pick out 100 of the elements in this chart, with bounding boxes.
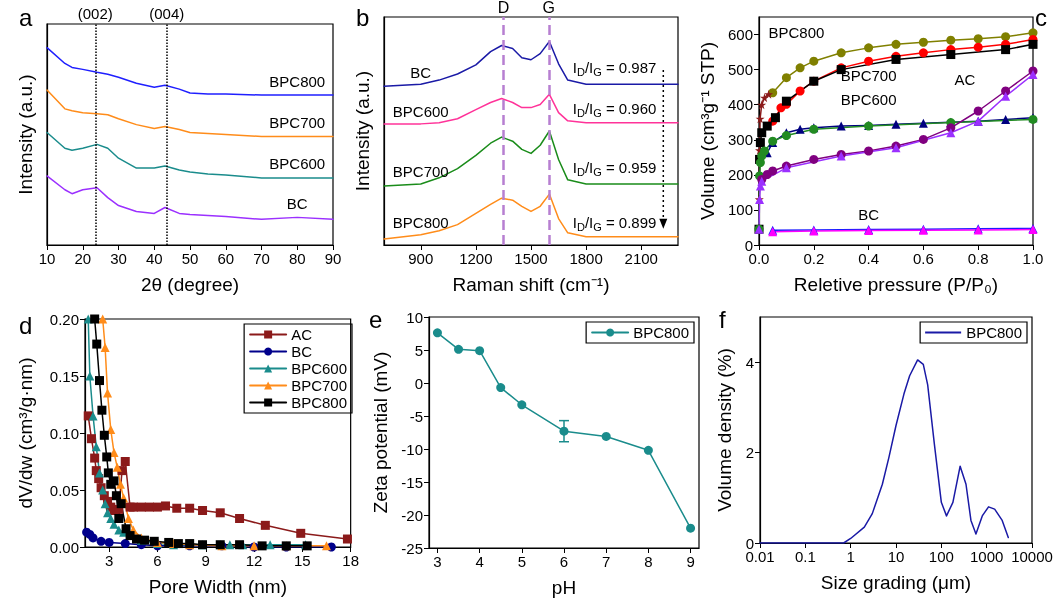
x-axis-title: pH	[551, 577, 577, 598]
legend-label: BPC700	[291, 377, 348, 394]
x-tick-label: 3	[104, 552, 114, 569]
legend-label: BC	[291, 343, 313, 360]
x-tick-label: 0.4	[858, 250, 880, 267]
x-axis-title: Size grading (μm)	[820, 572, 972, 593]
series-label: BPC700	[269, 113, 326, 131]
y-tick-label: 4	[745, 353, 754, 371]
x-tick-label: 6	[559, 553, 569, 570]
x-tick-label: 12	[245, 552, 263, 569]
x-tick-label: 0.6	[912, 250, 934, 267]
x-tick-label: 40	[145, 250, 163, 267]
x-tick-label: 1.0	[1022, 250, 1044, 267]
x-tick-label: 1800	[569, 250, 603, 267]
x-tick-label: 15	[294, 552, 311, 569]
x-tick-label: 1200	[459, 250, 493, 267]
x-tick-label: 1500	[514, 250, 548, 267]
series-label: BPC800	[392, 214, 449, 232]
x-tick-label: 1	[846, 548, 855, 565]
y-tick-label: 300	[727, 131, 753, 149]
y-axis-title: dV/dw (cm³/g·nm)	[15, 357, 36, 509]
y-tick-label: -10	[401, 440, 423, 458]
x-tick-label: 90	[324, 250, 342, 267]
chart-title: b	[356, 3, 370, 31]
x-tick-label: 10	[38, 250, 56, 267]
x-tick-label: 0.1	[794, 548, 816, 565]
x-tick-label: 70	[253, 250, 270, 267]
series-label: AC	[954, 71, 976, 89]
ref-line-label: G	[542, 0, 556, 16]
x-tick-label: 8	[644, 553, 653, 570]
legend-label: BPC800	[633, 324, 690, 341]
x-axis-title: Reletive pressure (P/P₀)	[793, 274, 999, 295]
x-tick-label: 7	[602, 553, 611, 570]
chart-title: e	[369, 305, 383, 333]
x-tick-label: 18	[342, 552, 359, 569]
y-axis-title: Intensity (a.u.)	[352, 70, 373, 192]
x-tick-label: 900	[408, 250, 434, 267]
x-tick-label: 30	[110, 250, 127, 267]
y-tick-label: 600	[727, 26, 753, 44]
x-tick-label: 80	[288, 250, 306, 267]
x-tick-label: 10	[887, 548, 905, 565]
x-tick-label: 50	[181, 250, 199, 267]
x-axis-title: Pore Width (nm)	[148, 576, 287, 597]
y-tick-label: 5	[414, 341, 423, 359]
y-tick-label: -5	[409, 407, 423, 425]
text: (004)	[149, 4, 185, 22]
y-axis-title: Intensity (a.u.)	[15, 74, 36, 195]
x-tick-label: 4	[475, 553, 484, 570]
series-label: BPC600	[269, 155, 326, 173]
y-tick-label: 100	[727, 201, 753, 219]
y-tick-label: 500	[727, 61, 753, 79]
x-tick-label: 0.2	[803, 250, 825, 267]
x-tick-label: 3	[433, 553, 442, 570]
series-label: BC	[286, 194, 308, 212]
ref-line-label: D	[497, 0, 510, 16]
x-tick-label: 10000	[1011, 548, 1053, 565]
text: (002)	[77, 4, 113, 22]
chart-title: c	[1035, 3, 1047, 31]
series-label: BC	[858, 206, 880, 224]
x-tick-label: 1000	[969, 548, 1004, 565]
series-label: BPC600	[392, 103, 449, 121]
x-tick-label: 60	[217, 250, 235, 267]
legend-label: AC	[291, 326, 313, 343]
y-tick-label: 10	[406, 308, 423, 326]
series-label: BPC600	[840, 90, 897, 108]
x-axis-title: Raman shift (cm⁻¹)	[452, 274, 610, 295]
y-tick-label: -25	[401, 539, 423, 557]
x-tick-label: 6	[153, 552, 162, 569]
y-tick-label: 2	[745, 444, 754, 462]
series-label: BPC800	[768, 24, 825, 42]
x-tick-label: 5	[517, 553, 526, 570]
y-tick-label: 0.10	[49, 424, 79, 442]
legend-label: BPC800	[966, 324, 1023, 341]
series-label: BPC700	[840, 66, 897, 84]
x-tick-label: 0.8	[967, 250, 989, 267]
chart-title: d	[19, 311, 33, 339]
y-tick-label: 0.20	[49, 310, 79, 328]
series-label: BPC800	[269, 72, 326, 90]
legend-label: BPC600	[291, 360, 348, 377]
y-tick-label: 400	[727, 96, 753, 114]
y-tick-label: 200	[727, 166, 753, 184]
chart-title: a	[19, 3, 33, 31]
y-tick-label: 0.05	[49, 481, 79, 499]
x-tick-label: 100	[928, 548, 954, 565]
y-tick-label: -20	[401, 506, 423, 524]
y-tick-label: 0.00	[49, 538, 79, 556]
series-label: BC	[410, 63, 432, 81]
y-tick-label: 0.15	[49, 367, 79, 385]
y-tick-label: 0	[414, 374, 423, 392]
x-axis-title: 2θ (degree)	[140, 274, 240, 295]
y-axis-title: Volume density (%)	[714, 348, 735, 512]
x-tick-label: 20	[74, 250, 92, 267]
chart-title: f	[719, 305, 726, 333]
y-axis-title: Volume (cm³g⁻¹ STP)	[697, 41, 718, 221]
x-tick-label: 9	[686, 553, 695, 570]
series-label: BPC700	[392, 163, 449, 181]
y-axis-title: Zeta potential (mV)	[370, 351, 392, 514]
x-tick-label: 2100	[624, 250, 658, 267]
legend-label: BPC800	[291, 394, 348, 411]
y-tick-label: -15	[401, 473, 423, 491]
